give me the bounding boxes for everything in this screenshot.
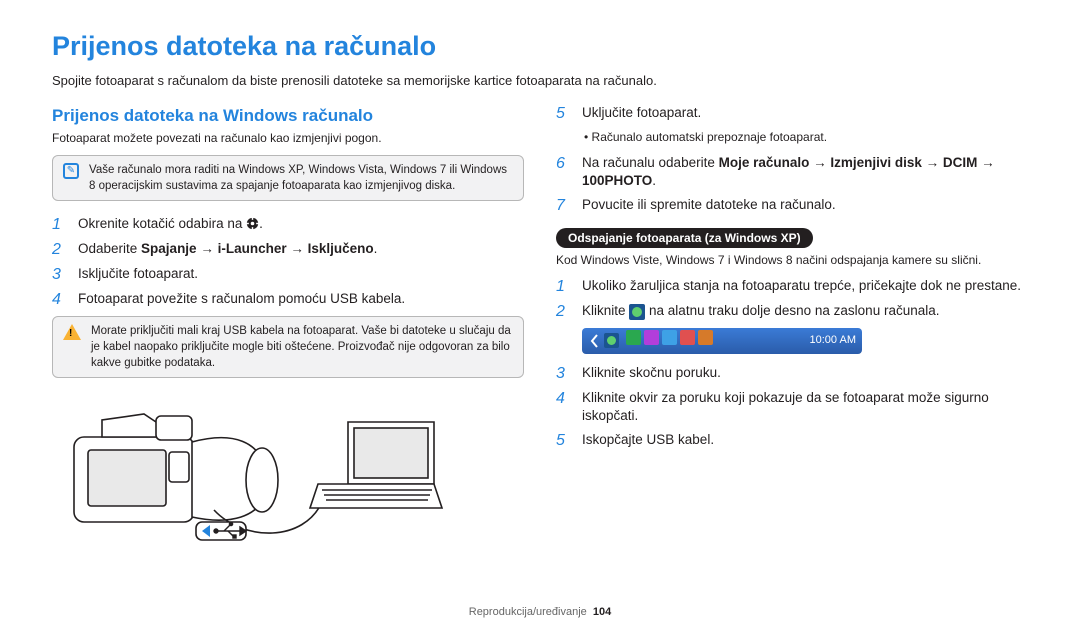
step-number: 3 xyxy=(52,265,70,284)
right-column: 5 Uključite fotoaparat. Računalo automat… xyxy=(556,104,1028,548)
page-footer: Reprodukcija/uređivanje 104 xyxy=(0,605,1080,620)
safely-remove-icon xyxy=(629,304,645,320)
step-text: Povucite ili spremite datoteke na računa… xyxy=(582,196,1028,214)
step-text: Ukoliko žaruljica stanja na fotoaparatu … xyxy=(582,277,1028,295)
page-number: 104 xyxy=(593,606,611,618)
step-text: Isključite fotoaparat. xyxy=(78,265,524,283)
gear-icon xyxy=(246,217,259,230)
step-text: Na računalu odaberite xyxy=(582,155,719,170)
step-number: 3 xyxy=(556,364,574,383)
step-text: Odaberite xyxy=(78,241,141,256)
disconnect-step-4: 4 Kliknite okvir za poruku koji pokazuje… xyxy=(556,389,1028,425)
section-desc: Fotoaparat možete povezati na računalo k… xyxy=(52,130,524,147)
step-number: 2 xyxy=(52,240,70,259)
disconnect-step-5: 5 Iskopčajte USB kabel. xyxy=(556,431,1028,450)
step-6: 6 Na računalu odaberite Moje računalo → … xyxy=(556,154,1028,190)
tray-icon xyxy=(626,330,641,345)
warning-icon xyxy=(63,324,81,340)
left-column: Prijenos datoteka na Windows računalo Fo… xyxy=(52,104,524,548)
tray-icon xyxy=(644,330,659,345)
step-text: Fotoaparat povežite s računalom pomoću U… xyxy=(78,290,524,308)
section-heading: Prijenos datoteka na Windows računalo xyxy=(52,104,524,128)
taskbar-illustration: 10:00 AM xyxy=(582,328,862,354)
note-icon: ✎ xyxy=(63,163,79,179)
step-5: 5 Uključite fotoaparat. xyxy=(556,104,1028,123)
tray-icon xyxy=(698,330,713,345)
tray-icon xyxy=(680,330,695,345)
section-pill: Odspajanje fotoaparata (za Windows XP) xyxy=(556,228,813,249)
step-text: Kliknite skočnu poruku. xyxy=(582,364,1028,382)
disconnect-step-3: 3 Kliknite skočnu poruku. xyxy=(556,364,1028,383)
step-4: 4 Fotoaparat povežite s računalom pomoću… xyxy=(52,290,524,309)
tray-icon xyxy=(662,330,677,345)
step-text: Kliknite xyxy=(582,303,629,318)
disconnect-step-2: 2 Kliknite na alatnu traku dolje desno n… xyxy=(556,302,1028,321)
disconnect-step-1: 1 Ukoliko žaruljica stanja na fotoaparat… xyxy=(556,277,1028,296)
warning-text: Morate priključiti mali kraj USB kabela … xyxy=(91,323,513,371)
step-number: 4 xyxy=(52,290,70,309)
step-7: 7 Povucite ili spremite datoteke na raču… xyxy=(556,196,1028,215)
step-number: 6 xyxy=(556,154,574,173)
step-text: Iskopčajte USB kabel. xyxy=(582,431,1028,449)
step-bullet: Računalo automatski prepoznaje fotoapara… xyxy=(556,129,1028,146)
step-number: 1 xyxy=(556,277,574,296)
chevron-left-icon xyxy=(588,332,600,350)
tray-icon xyxy=(604,333,619,348)
step-3: 3 Isključite fotoaparat. xyxy=(52,265,524,284)
step-number: 1 xyxy=(52,215,70,234)
step-text: Kliknite okvir za poruku koji pokazuje d… xyxy=(582,389,1028,425)
taskbar-time: 10:00 AM xyxy=(810,333,856,348)
step-2: 2 Odaberite Spajanje → i-Launcher → Iskl… xyxy=(52,240,524,259)
step-text: Okrenite kotačić odabira na xyxy=(78,216,246,231)
info-text: Vaše računalo mora raditi na Windows XP,… xyxy=(89,162,513,194)
step-text: na alatnu traku dolje desno na zaslonu r… xyxy=(645,303,939,318)
step-text: Uključite fotoaparat. xyxy=(582,104,1028,122)
page-subtitle: Spojite fotoaparat s računalom da biste … xyxy=(52,72,1028,90)
footer-label: Reprodukcija/uređivanje xyxy=(469,606,587,618)
page-title: Prijenos datoteka na računalo xyxy=(52,28,1028,66)
step-bold: Spajanje → i-Launcher → Isključeno xyxy=(141,241,374,256)
pill-subtext: Kod Windows Viste, Windows 7 i Windows 8… xyxy=(556,252,1028,269)
step-number: 2 xyxy=(556,302,574,321)
step-number: 5 xyxy=(556,431,574,450)
step-number: 7 xyxy=(556,196,574,215)
camera-laptop-illustration xyxy=(64,392,524,548)
step-1: 1 Okrenite kotačić odabira na . xyxy=(52,215,524,234)
step-number: 5 xyxy=(556,104,574,123)
step-number: 4 xyxy=(556,389,574,408)
warning-box: Morate priključiti mali kraj USB kabela … xyxy=(52,316,524,378)
info-box: ✎ Vaše računalo mora raditi na Windows X… xyxy=(52,155,524,201)
